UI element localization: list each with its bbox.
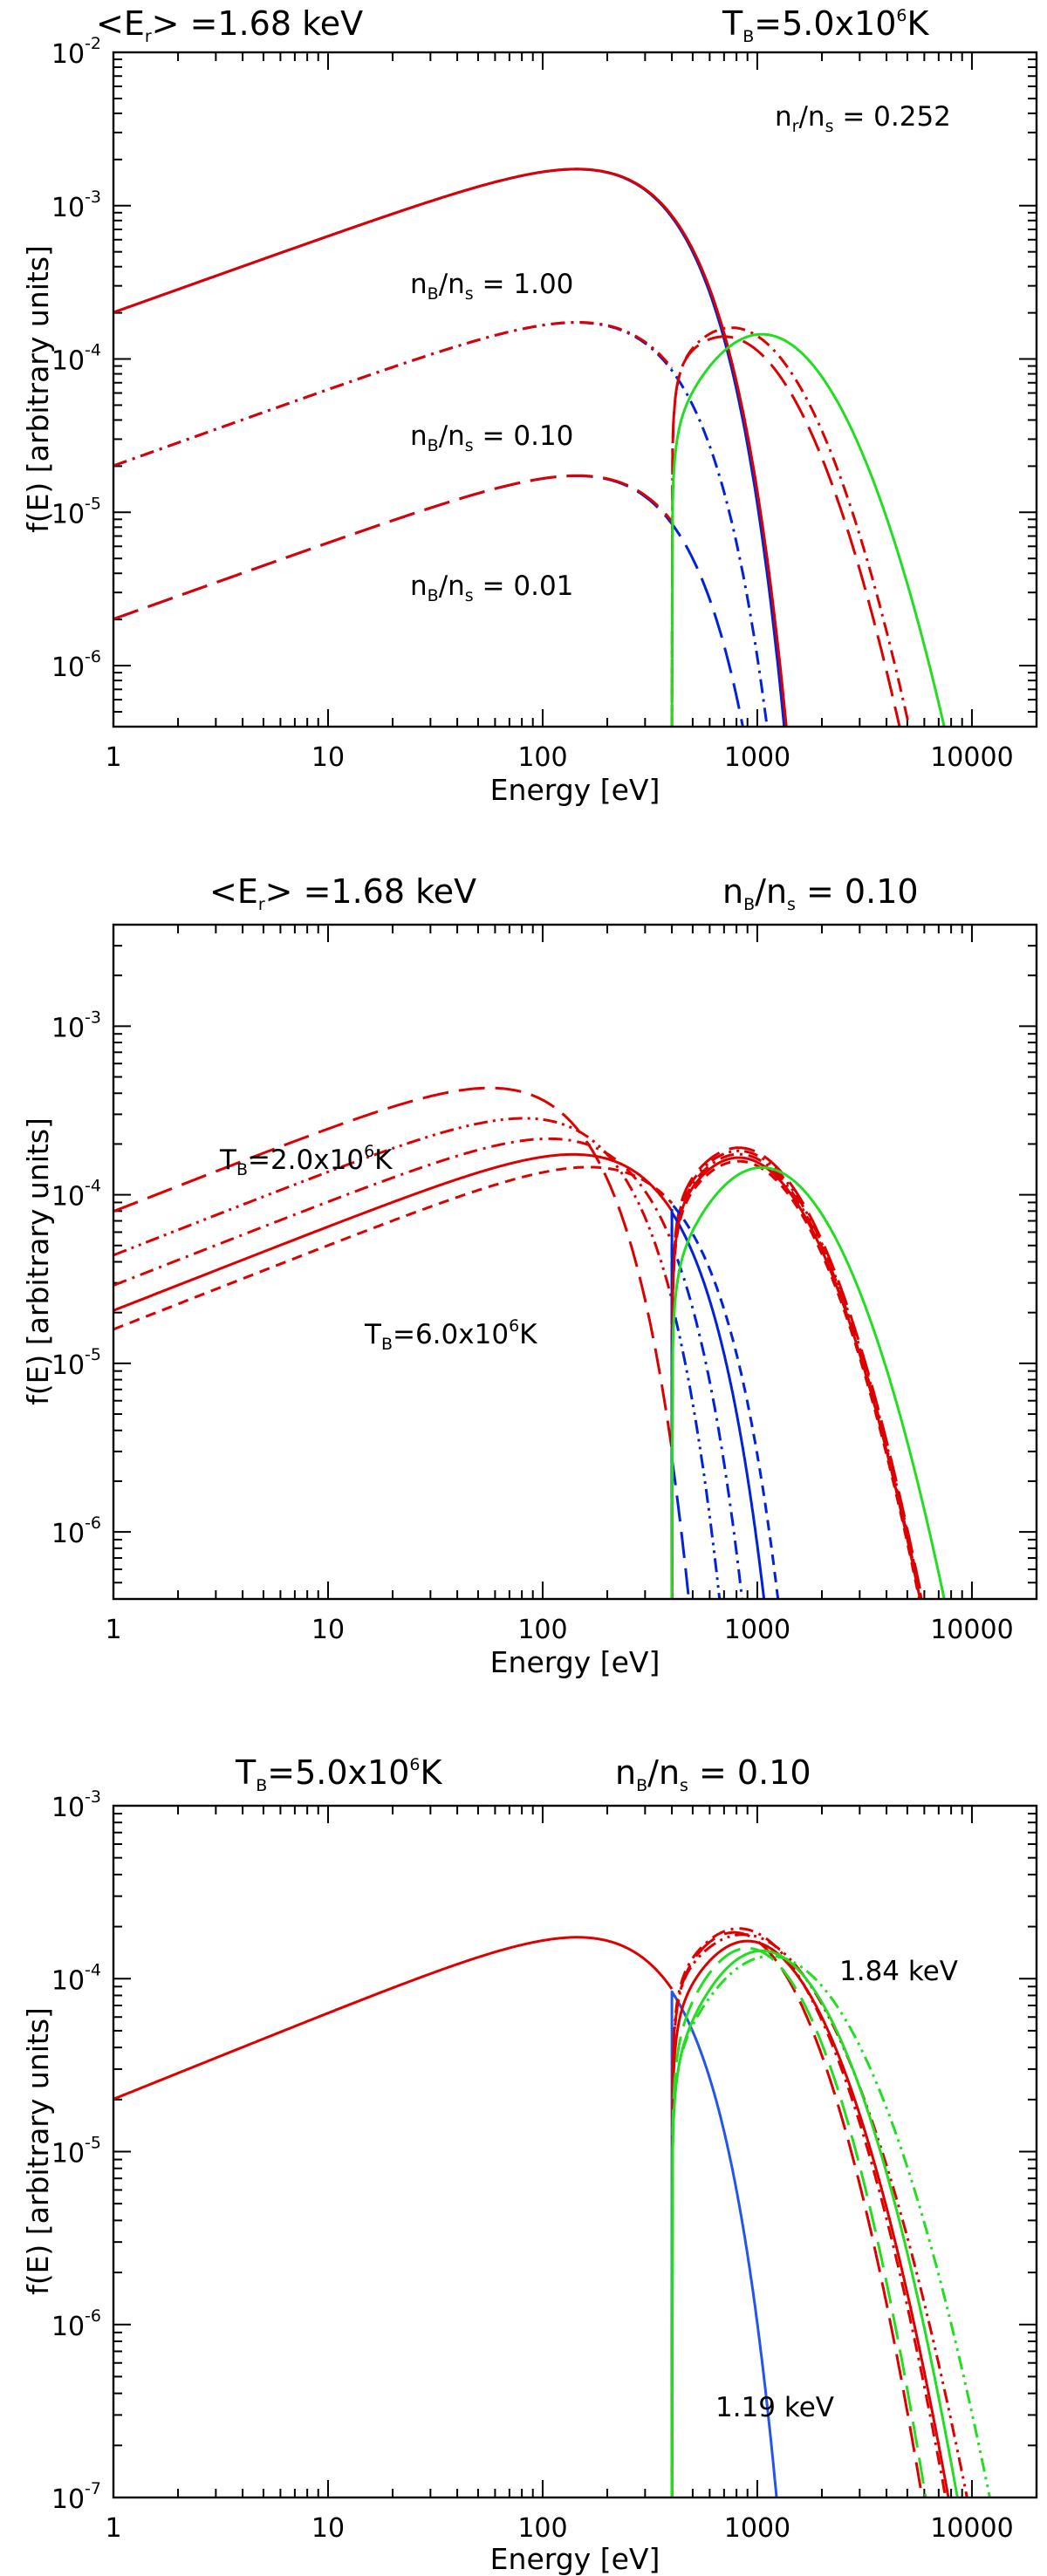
panel-3: TB=5.0x106K nB/ns = 0.10 1 10 100 1000 10000… [21, 1753, 1038, 2576]
series-line-bg [113, 1936, 674, 2101]
panel-3-xlabel: Energy [eV] [490, 2542, 660, 2576]
x-tick-label: 100 [517, 1615, 567, 1645]
series-line-green-1 [670, 1946, 927, 2497]
series-line-thermal-0 [113, 167, 786, 727]
panel-2-plot-area: 1 10 100 1000 10000 10-6 10-5 10-4 10-3 [51, 924, 1037, 1645]
series-line-bg-1 [113, 1117, 674, 1300]
panel-1-annotation-nb-010: nB/ns = 0.10 [410, 420, 573, 455]
x-tick-label: 1 [105, 2513, 121, 2544]
panel-2-title-left: <Er> =1.68 keV [209, 872, 476, 914]
x-tick-label: 100 [517, 2513, 567, 2544]
series-line-th-0 [670, 1456, 690, 1599]
series-line-tot-2 [670, 1152, 922, 1599]
y-tick-label: 10-3 [51, 1008, 101, 1043]
y-tick-label: 10-6 [51, 1513, 101, 1549]
x-tick-label: 100 [517, 742, 567, 773]
y-tick-label: 10-5 [51, 494, 101, 530]
series-line-total-0 [113, 167, 788, 727]
series-line-total-bg-2 [113, 474, 674, 621]
series-line-th-1 [670, 1302, 722, 1599]
series-line-thermal-2 [113, 475, 744, 727]
y-tick-label: 10-7 [51, 2479, 101, 2515]
y-tick-label: 10-5 [51, 1345, 101, 1381]
x-tick-label: 1 [105, 1615, 121, 1645]
panel-3-frame [112, 1804, 1038, 2499]
panel-1-title-left: <Er> =1.68 keV [96, 4, 363, 46]
x-tick-label: 10 [311, 742, 345, 773]
series-line-tot-1 [670, 1930, 924, 2497]
series-line-bg-2 [113, 1137, 674, 1287]
y-tick-label: 10-5 [51, 2134, 101, 2169]
panel-2-annotation-tb-2: TB=2.0x106K [219, 1142, 393, 1179]
series-line-nonthermal [670, 1165, 946, 1599]
x-tick-label: 10 [311, 2513, 345, 2544]
x-tick-label: 10000 [930, 742, 1013, 773]
series-line-bg-0 [113, 1086, 674, 1450]
panel-2-annotation-tb-6: TB=6.0x106K [364, 1316, 537, 1354]
panel-2-xlabel: Energy [eV] [490, 1645, 660, 1679]
panel-1-annotation-nb-100: nB/ns = 1.00 [410, 269, 573, 304]
series-line-th-4 [670, 1202, 780, 1599]
y-tick-label: 10-3 [51, 1787, 101, 1823]
x-tick-label: 10 [311, 1615, 345, 1645]
series-line-tot-1 [670, 1149, 923, 1599]
panel-2-ylabel: f(E) [arbitrary units] [21, 1117, 55, 1405]
y-tick-label: 10-6 [51, 2306, 101, 2342]
panel-1-xlabel: Energy [eV] [490, 773, 660, 807]
series-line-thermal-1 [113, 321, 769, 727]
series-line-bg-3 [113, 1152, 674, 1312]
x-tick-label: 1000 [724, 742, 790, 773]
y-tick-label: 10-4 [51, 341, 101, 377]
panel-2-frame [112, 923, 1038, 1601]
panel-3-title-right: nB/ns = 0.10 [615, 1753, 811, 1795]
series-line-tot-4 [670, 1159, 921, 1599]
y-tick-label: 10-6 [51, 647, 101, 683]
panel-1-annotation-nb-001: nB/ns = 0.01 [410, 571, 573, 605]
series-line-nonthermal [670, 332, 946, 727]
panel-1-frame [112, 51, 1038, 728]
panel-1-title-right: TB=5.0x106K [722, 4, 929, 46]
panel-3-annotation-119: 1.19 keV [715, 2392, 834, 2423]
series-line-green-2 [670, 1954, 991, 2497]
series-line-th-2 [670, 1243, 744, 1599]
series-line-tot-3 [670, 1156, 922, 1599]
series-line-green-0 [670, 1949, 959, 2497]
x-tick-label: 10000 [930, 1615, 1013, 1645]
y-tick-label: 10-2 [51, 34, 101, 70]
series-line-thermal [670, 1990, 778, 2497]
panel-3-annotation-184: 1.84 keV [839, 1956, 958, 1987]
series-line-bg-4 [113, 1165, 674, 1331]
y-tick-label: 10-3 [51, 188, 101, 223]
series-line-tot-2 [670, 1927, 948, 2497]
series-line-total-1 [670, 326, 911, 727]
x-tick-label: 10000 [930, 2513, 1013, 2544]
panel-1-ylabel: f(E) [arbitrary units] [21, 245, 55, 533]
x-tick-label: 1000 [724, 1615, 790, 1645]
panel-2: <Er> =1.68 keV nB/ns = 0.10 1 10 100 1000 10… [21, 872, 1038, 1679]
panel-3-plot-area: 1 10 100 1000 10000 10-7 10-6 10-5 10-4 10-3 [51, 1787, 1037, 2544]
series-line-total-2 [670, 335, 901, 727]
series-line-total-bg-1 [113, 321, 674, 468]
series-line-tot-0 [670, 1146, 924, 1599]
panel-1-plot-area: 1 10 100 1000 10000 10-6 10-5 10-4 10-3 10-2 [51, 34, 1037, 773]
y-tick-label: 10-4 [51, 1960, 101, 1996]
x-tick-label: 1000 [724, 2513, 790, 2544]
y-tick-label: 10-4 [51, 1177, 101, 1213]
panel-3-ylabel: f(E) [arbitrary units] [21, 2007, 55, 2295]
x-tick-label: 1 [105, 742, 121, 773]
panel-3-title-left: TB=5.0x106K [235, 1753, 442, 1795]
panel-1-annotation-nr: nr/ns = 0.252 [775, 101, 951, 136]
panel-2-title-right: nB/ns = 0.10 [722, 872, 919, 914]
panel-1: <Er> =1.68 keV TB=5.0x106K 1 10 100 1000 100… [21, 4, 1038, 807]
